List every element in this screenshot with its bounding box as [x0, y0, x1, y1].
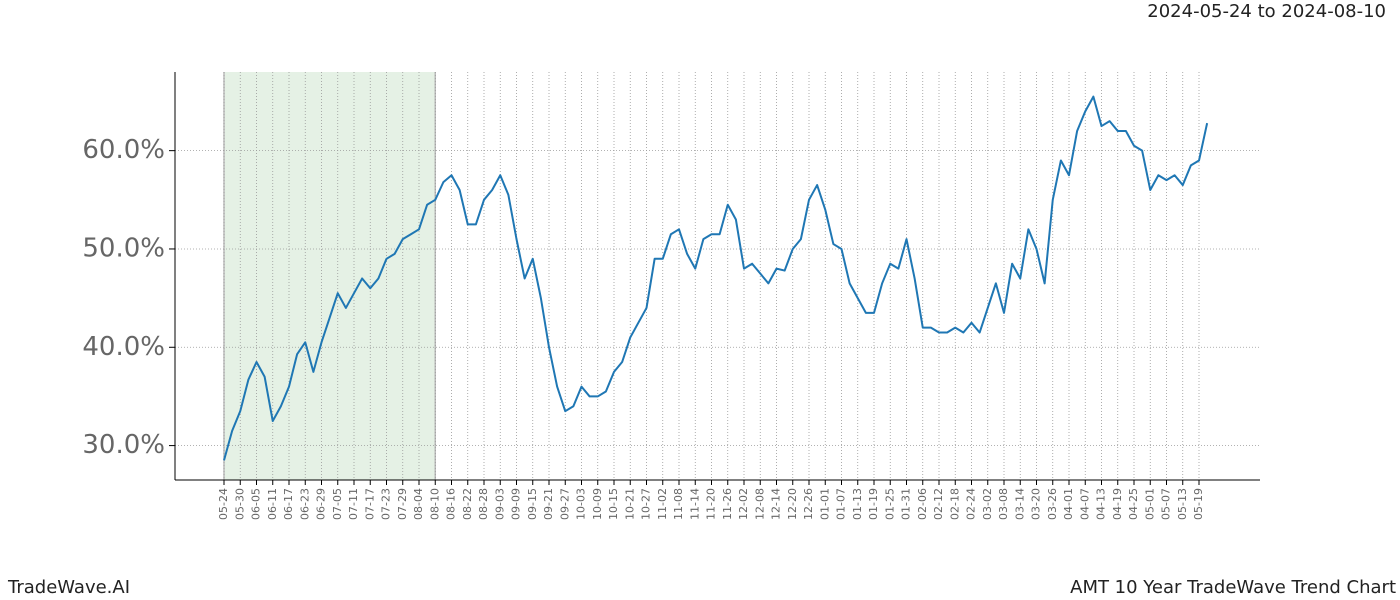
y-tick-label: 40.0% [82, 332, 165, 362]
x-tick-label: 11-14 [688, 488, 701, 520]
x-tick-label: 10-15 [607, 488, 620, 520]
x-tick-label: 05-30 [233, 488, 246, 520]
x-tick-label: 06-17 [282, 488, 295, 520]
x-tick-label: 02-18 [948, 488, 961, 520]
y-tick-label: 60.0% [82, 135, 165, 165]
x-tick-label: 07-05 [331, 488, 344, 520]
x-tick-label: 07-17 [363, 488, 376, 520]
x-tick-label: 10-03 [575, 488, 588, 520]
x-tick-label: 04-13 [1095, 488, 1108, 520]
x-tick-label: 09-03 [493, 488, 506, 520]
x-tick-label: 08-28 [477, 488, 490, 520]
x-tick-label: 08-10 [428, 488, 441, 520]
x-tick-label: 09-21 [542, 488, 555, 520]
x-tick-label: 11-08 [672, 488, 685, 520]
x-tick-label: 01-19 [867, 488, 880, 520]
x-tick-label: 10-27 [640, 488, 653, 520]
x-tick-label: 08-16 [445, 488, 458, 520]
x-tick-label: 06-05 [250, 488, 263, 520]
x-tick-label: 12-02 [737, 488, 750, 520]
x-tick-label: 06-11 [266, 488, 279, 520]
x-tick-label: 04-25 [1127, 488, 1140, 520]
x-tick-label: 01-07 [835, 488, 848, 520]
x-tick-label: 11-02 [656, 488, 669, 520]
x-tick-label: 12-14 [770, 488, 783, 520]
x-tick-label: 01-01 [818, 488, 831, 520]
x-tick-label: 11-20 [705, 488, 718, 520]
x-tick-label: 03-08 [997, 488, 1010, 520]
x-tick-label: 03-26 [1046, 488, 1059, 520]
x-tick-label: 09-27 [558, 488, 571, 520]
x-tick-label: 08-22 [461, 488, 474, 520]
x-tick-label: 04-19 [1111, 488, 1124, 520]
x-tick-label: 05-07 [1160, 488, 1173, 520]
x-tick-label: 07-23 [380, 488, 393, 520]
y-tick-label: 50.0% [82, 233, 165, 263]
x-tick-label: 07-11 [347, 488, 360, 520]
x-tick-label: 10-21 [623, 488, 636, 520]
x-tick-label: 05-24 [217, 488, 230, 520]
x-tick-label: 03-14 [1013, 488, 1026, 520]
x-tick-label: 08-04 [412, 488, 425, 520]
x-tick-label: 04-01 [1062, 488, 1075, 520]
x-tick-label: 10-09 [591, 488, 604, 520]
x-tick-label: 12-26 [802, 488, 815, 520]
x-tick-label: 01-13 [851, 488, 864, 520]
y-tick-label: 30.0% [82, 430, 165, 460]
highlight-span [224, 72, 436, 480]
x-tick-label: 05-13 [1176, 488, 1189, 520]
x-tick-label: 01-31 [900, 488, 913, 520]
x-tick-label: 11-26 [721, 488, 734, 520]
x-tick-label: 07-29 [396, 488, 409, 520]
x-tick-label: 04-07 [1078, 488, 1091, 520]
x-tick-label: 01-25 [883, 488, 896, 520]
x-tick-label: 05-01 [1143, 488, 1156, 520]
line-series [223, 95, 1209, 461]
x-tick-label: 09-15 [526, 488, 539, 520]
footer-right: AMT 10 Year TradeWave Trend Chart [1070, 577, 1396, 598]
x-tick-label: 02-24 [965, 488, 978, 520]
x-tick-label: 09-09 [510, 488, 523, 520]
x-tick-label: 03-20 [1030, 488, 1043, 520]
x-tick-label: 12-20 [786, 488, 799, 520]
x-tick-label: 02-12 [932, 488, 945, 520]
x-tick-label: 06-23 [298, 488, 311, 520]
x-tick-label: 02-06 [916, 488, 929, 520]
x-tick-label: 06-29 [315, 488, 328, 520]
x-tick-label: 05-19 [1192, 488, 1205, 520]
x-tick-label: 12-08 [753, 488, 766, 520]
x-tick-label: 03-02 [981, 488, 994, 520]
footer-left: TradeWave.AI [7, 577, 130, 598]
chart-title: 2024-05-24 to 2024-08-10 [1147, 1, 1386, 22]
